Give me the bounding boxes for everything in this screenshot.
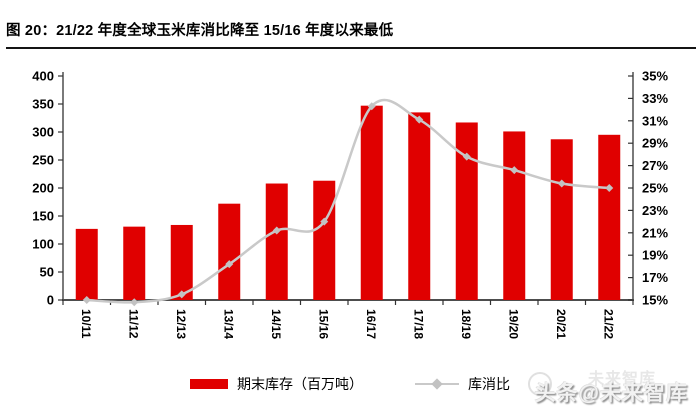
- line-marker-diamond: [462, 152, 471, 161]
- line-marker-diamond: [225, 260, 234, 269]
- x-axis-label: 16/17: [364, 309, 378, 339]
- right-axis-tick-label: 23%: [642, 203, 668, 218]
- left-axis-tick-label: 200: [32, 181, 54, 196]
- line-series-swatch: [415, 378, 459, 390]
- line-marker-diamond: [320, 217, 329, 226]
- right-axis-tick-label: 19%: [642, 248, 668, 263]
- bar-series-swatch: [190, 379, 228, 389]
- x-axis-label: 18/19: [459, 309, 473, 339]
- bar: [408, 112, 431, 301]
- bar: [218, 203, 241, 300]
- right-axis-tick-label: 29%: [642, 136, 668, 151]
- figure-title: 图 20：21/22 年度全球玉米库消比降至 15/16 年度以来最低: [6, 23, 394, 39]
- right-axis-tick-label: 33%: [642, 91, 668, 106]
- x-axis-label: 14/15: [269, 309, 283, 339]
- watermark-logo-icon: [528, 372, 552, 396]
- legend-label-stocks-to-use: 库消比: [468, 376, 510, 392]
- bar: [550, 139, 573, 300]
- left-axis-tick-label: 350: [32, 97, 54, 112]
- left-axis-tick-label: 0: [47, 293, 54, 308]
- right-axis-tick-label: 25%: [642, 181, 668, 196]
- line-marker-diamond: [272, 226, 281, 235]
- bar: [313, 180, 336, 300]
- bar: [455, 122, 478, 300]
- line-marker-diamond: [82, 296, 91, 304]
- diamond-marker-icon: [431, 378, 443, 390]
- line-marker-diamond: [557, 179, 566, 188]
- line-marker-diamond: [367, 102, 376, 111]
- left-axis-tick-label: 150: [32, 209, 54, 224]
- chart-legend: 期末库存（百万吨） 库消比: [0, 373, 700, 395]
- line-marker-diamond: [510, 166, 519, 175]
- watermark-ghost-text: 未来智库: [587, 371, 656, 388]
- left-axis-tick-label: 250: [32, 153, 54, 168]
- line-series-path: [86, 98, 610, 304]
- x-axis-label: 17/18: [411, 309, 425, 339]
- line-marker-diamond: [177, 290, 186, 299]
- figure-title-block: 图 20：21/22 年度全球玉米库消比降至 15/16 年度以来最低: [6, 19, 696, 49]
- bar: [598, 134, 621, 300]
- x-axis-label: 12/13: [174, 309, 188, 339]
- legend-item-stocks-to-use: 库消比: [415, 374, 510, 394]
- bar: [170, 224, 193, 300]
- bar: [360, 105, 383, 301]
- line-marker-diamond: [415, 115, 424, 124]
- bar: [123, 226, 146, 300]
- right-axis-tick-label: 27%: [642, 158, 668, 173]
- x-axis-label: 11/12: [126, 309, 140, 339]
- bar: [503, 131, 526, 300]
- left-axis-tick-label: 100: [32, 237, 54, 252]
- bar: [265, 183, 288, 300]
- x-axis-label: 21/22: [601, 309, 615, 339]
- x-axis-label: 19/20: [506, 309, 520, 339]
- x-axis-label: 20/21: [554, 309, 568, 339]
- watermark-text: 头条@未来智库: [534, 382, 688, 405]
- right-axis-tick-label: 21%: [642, 225, 668, 240]
- right-axis-tick-label: 31%: [642, 113, 668, 128]
- line-marker-diamond: [130, 298, 139, 307]
- right-axis-tick-label: 15%: [642, 293, 668, 308]
- bar: [75, 228, 98, 300]
- x-axis-label: 15/16: [316, 309, 330, 339]
- legend-item-ending-stocks: 期末库存（百万吨）: [190, 374, 363, 394]
- right-axis-tick-label: 35%: [642, 69, 668, 84]
- line-marker-diamond: [605, 184, 614, 192]
- left-axis-tick-label: 300: [32, 125, 54, 140]
- left-axis-tick-label: 400: [32, 69, 54, 84]
- legend-label-ending-stocks: 期末库存（百万吨）: [237, 376, 363, 392]
- right-axis-tick-label: 17%: [642, 270, 668, 285]
- x-axis-label: 13/14: [221, 309, 235, 339]
- left-axis-tick-label: 50: [40, 265, 54, 280]
- x-axis-label: 10/11: [79, 309, 93, 339]
